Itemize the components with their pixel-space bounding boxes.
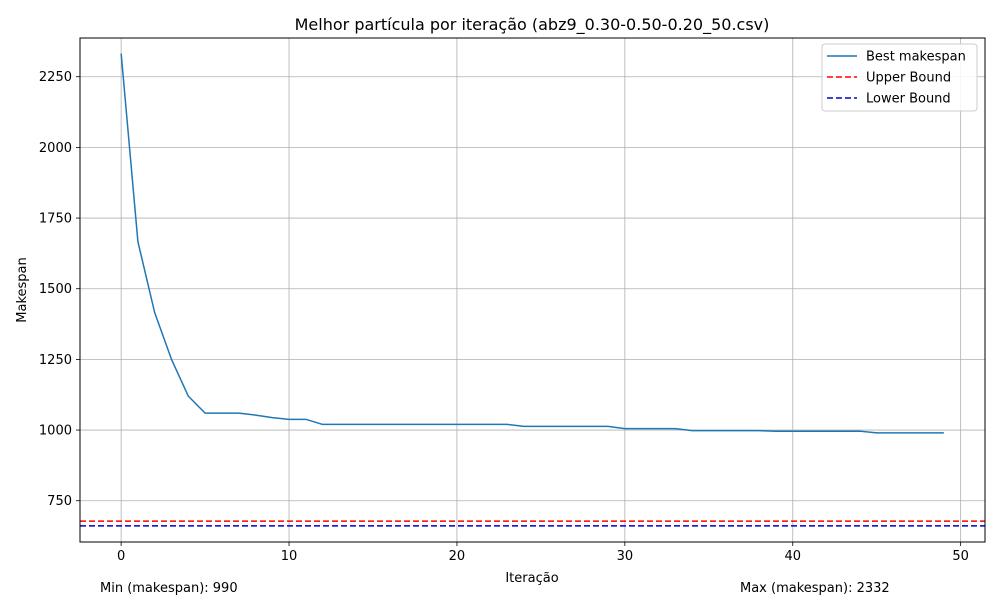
chart-title: Melhor partícula por iteração (abz9_0.30…	[295, 15, 770, 35]
max-makespan-text: Max (makespan): 2332	[740, 581, 890, 596]
x-tick-label: 30	[617, 549, 634, 564]
y-tick-label: 1500	[39, 282, 72, 297]
x-tick-label: 40	[784, 549, 801, 564]
grid	[80, 38, 985, 542]
x-tick-label: 20	[449, 549, 466, 564]
y-tick-label: 1000	[39, 424, 72, 439]
x-tick-label: 10	[281, 549, 298, 564]
bound-lines	[80, 520, 985, 527]
x-axis-label: Iteração	[505, 571, 558, 586]
legend-label-best-makespan: Best makespan	[866, 50, 966, 65]
x-tick-label: 0	[117, 549, 125, 564]
y-axis-label: Makespan	[15, 257, 30, 322]
legend-label-lower-bound: Lower Bound	[866, 92, 951, 107]
series-lines	[120, 53, 944, 434]
legend-label-upper-bound: Upper Bound	[866, 71, 951, 86]
y-tick-label: 2250	[39, 70, 72, 85]
legend-box	[821, 43, 978, 112]
legend: Best makespan Upper Bound Lower Bound	[821, 43, 978, 112]
y-tick-label: 1750	[39, 212, 72, 227]
plot-frame	[79, 37, 986, 543]
y-tick-label: 2000	[39, 141, 72, 156]
axis-ticks: 0 10 20 30 40 50 750 1000 1250 1500 1750 2000 2250	[39, 70, 969, 564]
x-tick-label: 50	[952, 549, 969, 564]
best-makespan-line	[120, 53, 944, 434]
min-makespan-text: Min (makespan): 990	[100, 581, 238, 596]
y-tick-label: 750	[47, 494, 72, 509]
y-tick-label: 1250	[39, 353, 72, 368]
